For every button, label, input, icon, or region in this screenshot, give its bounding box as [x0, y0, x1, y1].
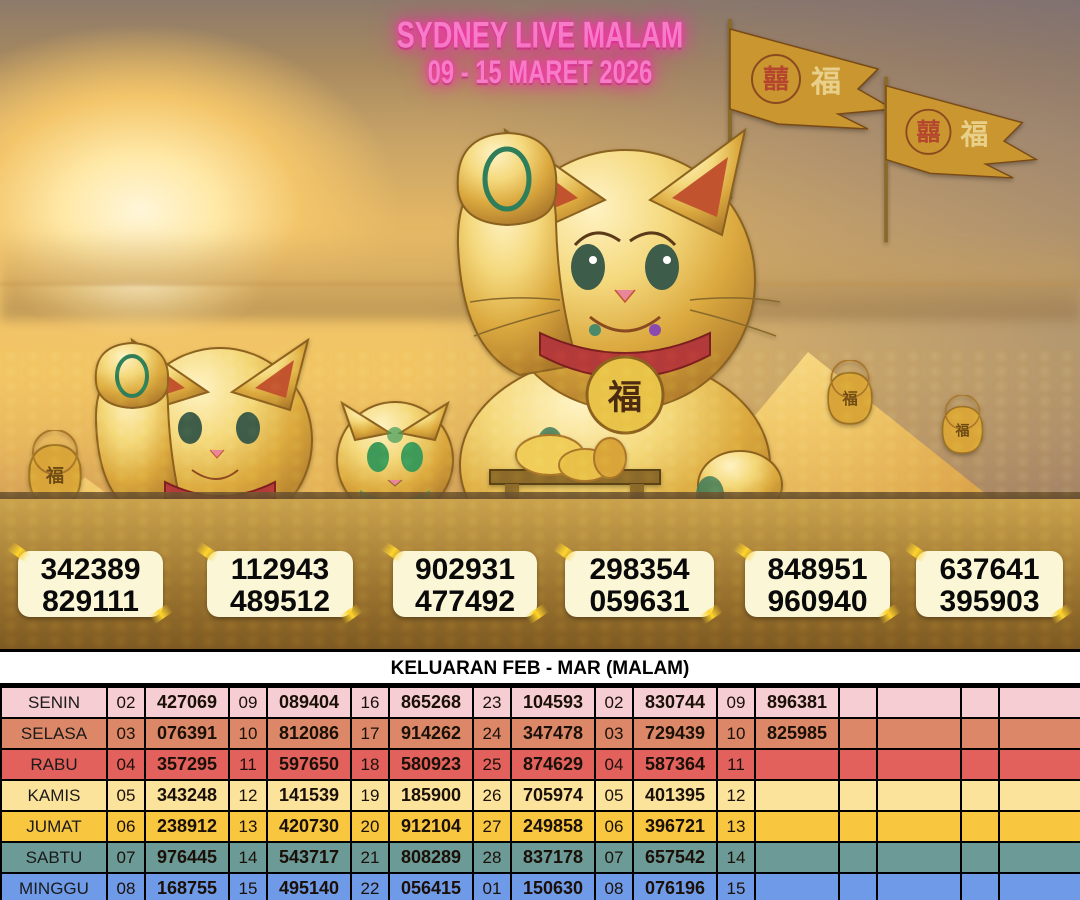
svg-text:囍: 囍: [916, 119, 940, 146]
svg-text:福: 福: [960, 119, 989, 150]
